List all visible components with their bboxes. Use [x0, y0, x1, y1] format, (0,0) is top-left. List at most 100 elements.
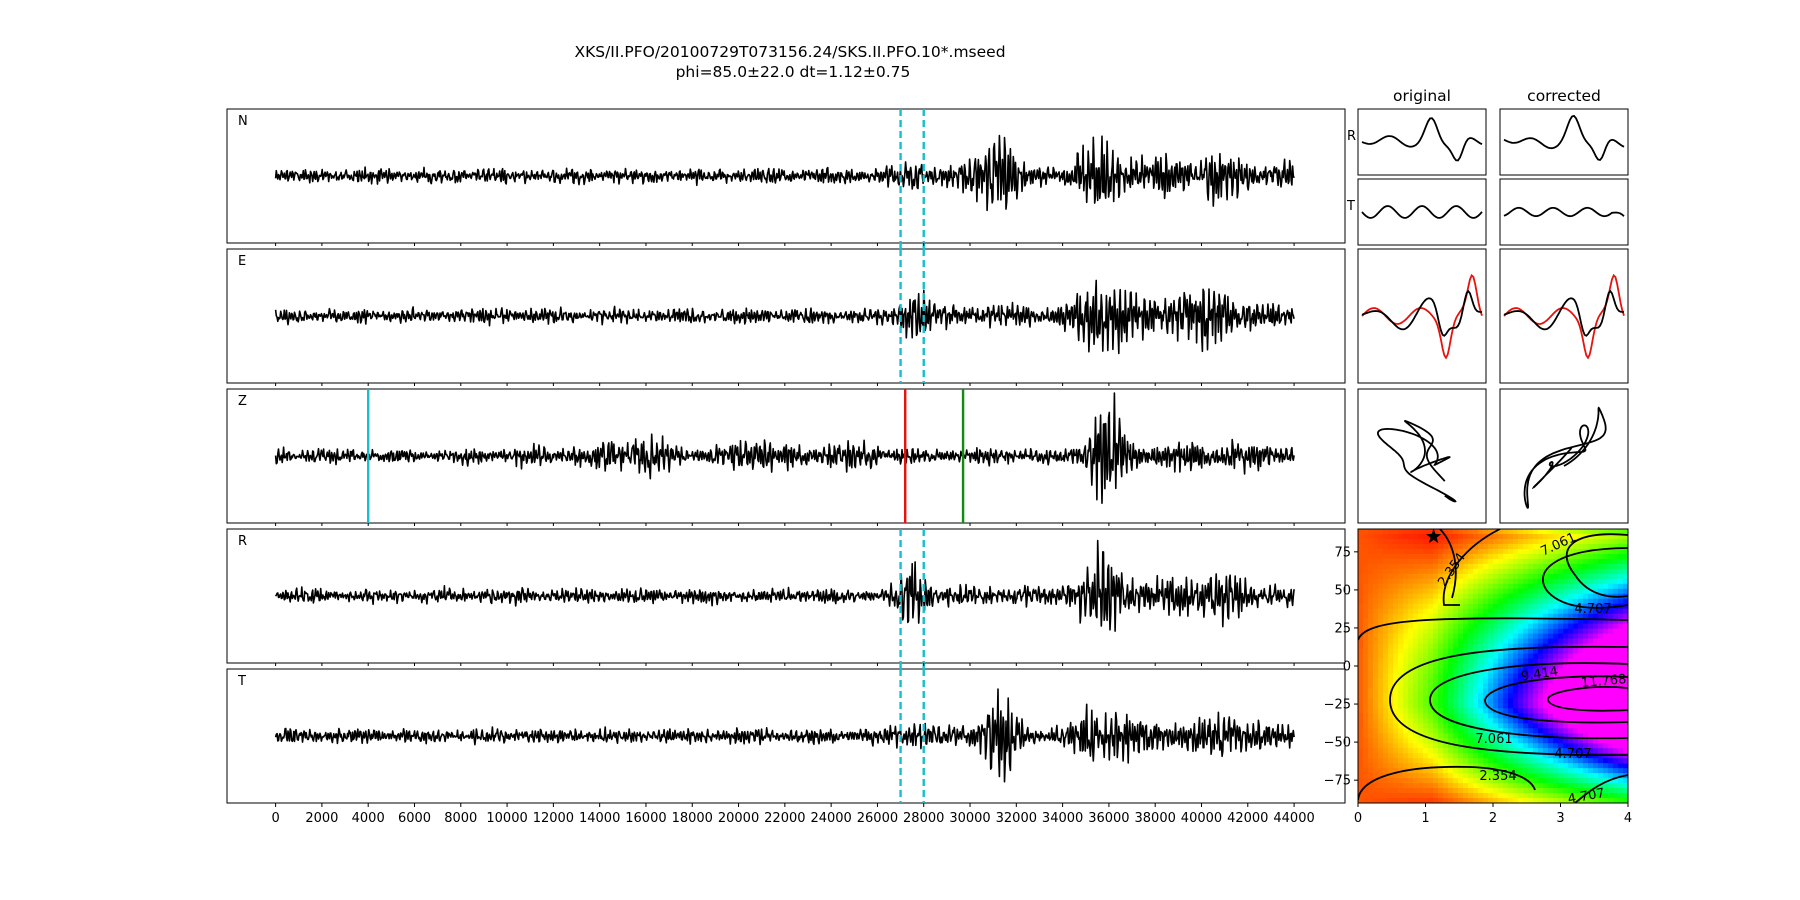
- surface-cell: [1618, 718, 1624, 724]
- surface-cell: [1538, 743, 1544, 749]
- surface-cell: [1528, 723, 1534, 729]
- surface-cell: [1563, 733, 1569, 739]
- surface-cell: [1373, 778, 1379, 784]
- surface-cell: [1623, 723, 1628, 729]
- surface-cell: [1468, 658, 1474, 665]
- surface-cell: [1423, 713, 1429, 719]
- surface-cell: [1418, 668, 1424, 675]
- surface-cell: [1478, 608, 1484, 615]
- surface-cell: [1503, 553, 1509, 560]
- surface-cell: [1538, 798, 1544, 803]
- surface-cell: [1613, 663, 1619, 670]
- surface-cell: [1573, 593, 1579, 600]
- surface-cell: [1563, 713, 1569, 719]
- surface-cell: [1398, 708, 1404, 714]
- surface-cell: [1563, 618, 1569, 625]
- surface-cell: [1518, 558, 1524, 565]
- surface-cell: [1573, 598, 1579, 605]
- surface-cell: [1563, 608, 1569, 615]
- surface-cell: [1553, 778, 1559, 784]
- surface-cell: [1368, 548, 1374, 555]
- surface-cell: [1558, 578, 1564, 585]
- surface-cell: [1503, 668, 1509, 675]
- surface-cell: [1518, 738, 1524, 744]
- surface-cell: [1558, 623, 1564, 630]
- surface-cell: [1608, 698, 1614, 704]
- surface-cell: [1403, 643, 1409, 650]
- column-title-original: original: [1393, 87, 1451, 105]
- surface-cell: [1403, 563, 1409, 570]
- surface-cell: [1508, 668, 1514, 675]
- surface-cell: [1438, 533, 1444, 540]
- surface-cell: [1358, 688, 1364, 694]
- surface-cell: [1488, 529, 1494, 535]
- corrected-panel-hodogram: [1499, 388, 1629, 524]
- surface-cell: [1393, 778, 1399, 784]
- surface-cell: [1523, 603, 1529, 610]
- surface-cell: [1518, 733, 1524, 739]
- surface-cell: [1543, 628, 1549, 635]
- surface-cell: [1418, 608, 1424, 615]
- surface-cell: [1433, 598, 1439, 605]
- surface-cell: [1493, 763, 1499, 769]
- surface-cell: [1433, 593, 1439, 600]
- surface-cell: [1423, 773, 1429, 779]
- surface-cell: [1403, 758, 1409, 764]
- surface-cell: [1413, 758, 1419, 764]
- surface-cell: [1503, 563, 1509, 570]
- surface-cell: [1623, 578, 1628, 585]
- surface-cell: [1483, 773, 1489, 779]
- surface-cell: [1563, 763, 1569, 769]
- surface-cell: [1513, 753, 1519, 759]
- surface-cell: [1478, 583, 1484, 590]
- surface-cell: [1558, 573, 1564, 580]
- surface-cell: [1408, 733, 1414, 739]
- surface-cell: [1493, 578, 1499, 585]
- surface-cell: [1498, 673, 1504, 680]
- surface-cell: [1378, 653, 1384, 660]
- surface-cell: [1553, 578, 1559, 585]
- surface-cell: [1523, 693, 1529, 699]
- surface-cell: [1403, 623, 1409, 630]
- surface-cell: [1513, 773, 1519, 779]
- surface-cell: [1463, 718, 1469, 724]
- surface-cell: [1458, 558, 1464, 565]
- surface-cell: [1613, 653, 1619, 660]
- surface-cell: [1478, 563, 1484, 570]
- surface-cell: [1613, 668, 1619, 675]
- surface-cell: [1563, 703, 1569, 709]
- surface-cell: [1578, 573, 1584, 580]
- surface-cell: [1568, 733, 1574, 739]
- surface-cell: [1373, 663, 1379, 670]
- surface-cell: [1463, 733, 1469, 739]
- surface-cell: [1578, 568, 1584, 575]
- surface-cell: [1413, 553, 1419, 560]
- surface-cell: [1403, 783, 1409, 789]
- surface-cell: [1568, 728, 1574, 734]
- surface-cell: [1443, 633, 1449, 640]
- surface-cell: [1368, 538, 1374, 545]
- surface-cell: [1438, 653, 1444, 660]
- surface-cell: [1438, 558, 1444, 565]
- surface-cell: [1603, 533, 1609, 540]
- surface-cell: [1433, 693, 1439, 699]
- surface-cell: [1393, 748, 1399, 754]
- surface-cell: [1558, 683, 1564, 690]
- surface-cell: [1483, 603, 1489, 610]
- surface-cell: [1543, 529, 1549, 535]
- surface-cell: [1373, 703, 1379, 709]
- surface-cell: [1588, 618, 1594, 625]
- surface-cell: [1398, 588, 1404, 595]
- surface-cell: [1518, 568, 1524, 575]
- surface-cell: [1538, 678, 1544, 685]
- surface-cell: [1583, 768, 1589, 774]
- surface-cell: [1553, 573, 1559, 580]
- surface-cell: [1568, 798, 1574, 803]
- surface-cell: [1408, 563, 1414, 570]
- waveform-panel-t: T: [226, 668, 1346, 804]
- surface-cell: [1363, 798, 1369, 803]
- surface-cell: [1603, 788, 1609, 794]
- surface-cell: [1413, 563, 1419, 570]
- surface-cell: [1598, 613, 1604, 620]
- surface-cell: [1363, 688, 1369, 694]
